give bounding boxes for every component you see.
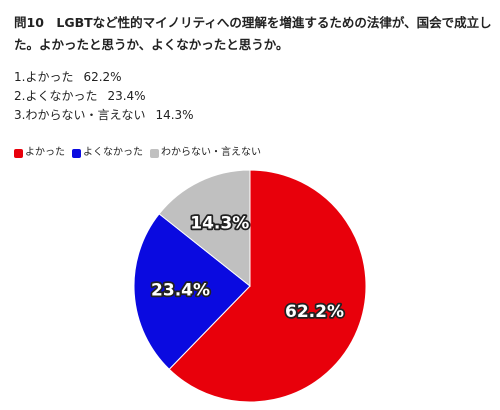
result-item: 2.よくなかった 23.4% — [14, 87, 194, 106]
slice-label: 62.2% — [285, 302, 344, 322]
slice-label: 14.3% — [190, 213, 249, 233]
result-item: 1.よかった 62.2% — [14, 68, 194, 87]
legend-swatch — [72, 148, 81, 158]
legend-item: よくなかった — [72, 146, 143, 160]
pie-slice — [168, 169, 367, 403]
result-label: 1.よかった — [14, 70, 74, 84]
question-text: 問10 LGBTなど性的マイノリティへの理解を増進するための法律が、国会で成立し… — [14, 15, 492, 52]
result-label: 2.よくなかった — [14, 89, 98, 103]
legend-swatch — [14, 148, 23, 158]
result-label: 3.わからない・言えない — [14, 108, 146, 122]
result-item: 3.わからない・言えない 14.3% — [14, 106, 194, 125]
legend-item: よかった — [14, 146, 65, 160]
pie-slice — [158, 169, 251, 288]
legend-label: よくなかった — [83, 147, 143, 158]
chart-legend: よかった よくなかった わからない・言えない — [14, 146, 268, 160]
legend-label: わからない・言えない — [161, 147, 261, 158]
legend-label: よかった — [25, 147, 65, 158]
result-value: 23.4% — [107, 89, 146, 103]
slice-label: 23.4% — [151, 280, 210, 300]
legend-swatch — [150, 148, 159, 158]
pie-slice — [133, 213, 251, 370]
results-list: 1.よかった 62.2% 2.よくなかった 23.4% 3.わからない・言えない 14… — [14, 68, 194, 125]
legend-item: わからない・言えない — [150, 146, 261, 160]
result-value: 62.2% — [83, 70, 122, 84]
result-value: 14.3% — [155, 108, 194, 122]
